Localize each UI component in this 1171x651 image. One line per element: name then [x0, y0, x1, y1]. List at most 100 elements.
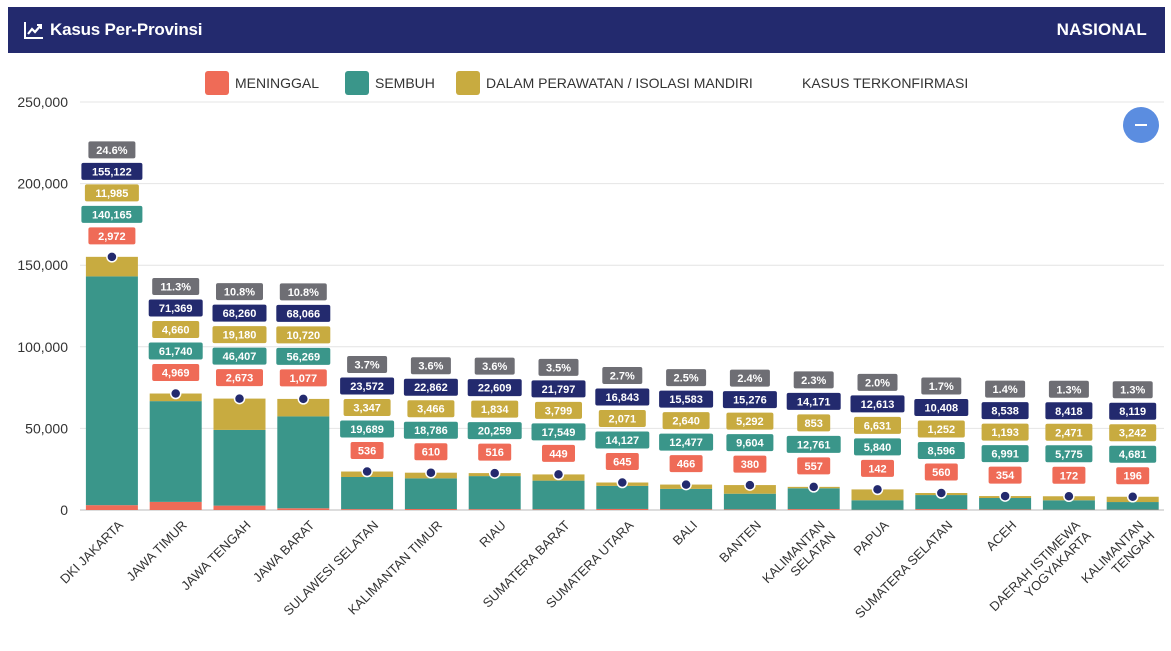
bar-segment-meninggal [468, 509, 521, 510]
bar-segment-perawatan [596, 482, 649, 486]
legend-item-sembuh[interactable]: SEMBUH [345, 70, 435, 96]
confirmed-marker [488, 467, 501, 479]
label-perawatan-label: 2,071 [609, 414, 637, 426]
bar-segment-sembuh [213, 429, 266, 506]
scope-label[interactable]: NASIONAL [1056, 20, 1147, 39]
label-perawatan-label: 10,720 [286, 330, 320, 342]
label-sembuh-label: 17,549 [542, 427, 576, 439]
label-perawatan-box [471, 400, 519, 418]
y-tick-label: 150,000 [17, 257, 68, 273]
legend-swatch-sembuh [345, 71, 369, 95]
confirmed-marker [935, 487, 948, 499]
label-meninggal-box [1116, 467, 1150, 485]
x-tick-label: DKI JAKARTA [57, 517, 126, 586]
label-terkonfirmasi-box [1109, 402, 1157, 420]
minus-icon [1135, 124, 1147, 126]
x-tick-label: KALIMANTAN [759, 518, 828, 587]
label-meninggal-box [733, 455, 767, 473]
label-perawatan-label: 11,985 [95, 188, 128, 200]
label-percent-box [666, 369, 707, 387]
x-tick-label-group: DKI JAKARTA [57, 517, 126, 586]
x-tick-label: BALI [670, 518, 701, 549]
x-tick-label-group: SUMATERA SELATAN [852, 518, 956, 622]
confirmed-marker [680, 478, 692, 491]
label-percent-box [216, 283, 263, 301]
label-terkonfirmasi-box [81, 162, 143, 180]
label-sembuh-label: 6,991 [991, 449, 1019, 461]
label-meninggal-box [605, 453, 639, 471]
label-percent-label: 10.8% [224, 287, 255, 299]
label-perawatan-label: 6,631 [864, 420, 892, 432]
label-terkonfirmasi-label: 12,613 [861, 399, 895, 411]
label-perawatan-box [981, 423, 1029, 441]
header-title-group: Kasus Per-Provinsi [24, 7, 203, 53]
collapse-button[interactable] [1123, 107, 1159, 143]
bar-segment-sembuh [596, 485, 649, 509]
label-meninggal-box [279, 369, 327, 387]
label-perawatan-box [1109, 424, 1157, 442]
label-percent-label: 2.4% [737, 373, 762, 385]
x-tick-label: SULAWESI SELATAN [280, 518, 381, 619]
label-percent-box [793, 371, 834, 389]
bar-segment-meninggal [213, 505, 266, 510]
label-percent-box [474, 357, 515, 375]
label-terkonfirmasi-label: 71,369 [159, 303, 193, 315]
legend-item-meninggal[interactable]: MENINGGAL [205, 70, 319, 96]
x-tick-label-group: ACEH [983, 518, 1019, 554]
bar-segment-perawatan [468, 473, 521, 477]
label-perawatan-box [1045, 423, 1093, 441]
label-percent-label: 2.0% [865, 377, 890, 389]
bar-segment-sembuh [915, 495, 968, 510]
label-perawatan-label: 3,347 [353, 403, 381, 415]
x-tick-label-group: BALI [670, 518, 701, 549]
label-meninggal-box [542, 444, 575, 462]
y-tick-label: 50,000 [25, 420, 68, 436]
label-perawatan-box [152, 321, 200, 339]
label-meninggal-box [478, 443, 512, 461]
label-perawatan-label: 1,193 [991, 427, 1019, 439]
x-tick-label-group: SUMATERA UTARA [543, 517, 637, 611]
bar-segment-sembuh [404, 478, 457, 510]
legend-label-terkonfirmasi: KASUS TERKONFIRMASI [802, 75, 969, 91]
line-chart-icon [24, 22, 43, 39]
x-tick-label-group: JAWA TIMUR [123, 518, 189, 584]
bar-segment-meninggal [404, 509, 457, 510]
x-tick-label: KALIMANTAN TIMUR [345, 518, 445, 618]
label-perawatan-box [726, 412, 774, 430]
x-tick-label-group: SULAWESI SELATAN [280, 518, 381, 619]
bar-segment-sembuh [149, 401, 202, 502]
label-percent-label: 1.3% [1120, 385, 1145, 397]
label-meninggal-label: 536 [358, 446, 376, 458]
label-terkonfirmasi-label: 15,276 [733, 395, 767, 407]
label-percent-box [538, 358, 579, 376]
label-perawatan-box [662, 412, 710, 430]
label-sembuh-label: 12,477 [669, 437, 703, 449]
label-meninggal-label: 2,673 [226, 373, 254, 385]
label-terkonfirmasi-label: 16,843 [605, 392, 639, 404]
legend-label-meninggal: MENINGGAL [235, 75, 320, 91]
label-perawatan-label: 1,252 [928, 424, 956, 436]
label-perawatan-box [598, 410, 646, 428]
label-terkonfirmasi-box [148, 299, 203, 317]
label-sembuh-label: 46,407 [223, 351, 257, 363]
label-percent-box [985, 380, 1026, 398]
bar-segment-meninggal [341, 509, 394, 510]
label-terkonfirmasi-label: 68,260 [223, 308, 257, 320]
label-percent-box [347, 356, 388, 374]
legend-item-perawatan[interactable]: DALAM PERAWATAN / ISOLASI MANDIRI [456, 70, 753, 96]
legend-item-terkonfirmasi[interactable]: KASUS TERKONFIRMASI [802, 70, 968, 96]
label-percent-box [279, 283, 327, 301]
label-percent-box [1112, 381, 1153, 399]
label-terkonfirmasi-box [981, 402, 1029, 420]
bar-segment-perawatan [660, 484, 713, 489]
label-meninggal-box [924, 463, 958, 481]
label-percent-box [602, 367, 643, 385]
x-tick-label: ACEH [983, 518, 1019, 554]
confirmed-marker [297, 393, 310, 405]
label-meninggal-label: 557 [805, 461, 823, 473]
label-sembuh-box [531, 423, 586, 441]
confirmed-marker [1126, 490, 1139, 503]
